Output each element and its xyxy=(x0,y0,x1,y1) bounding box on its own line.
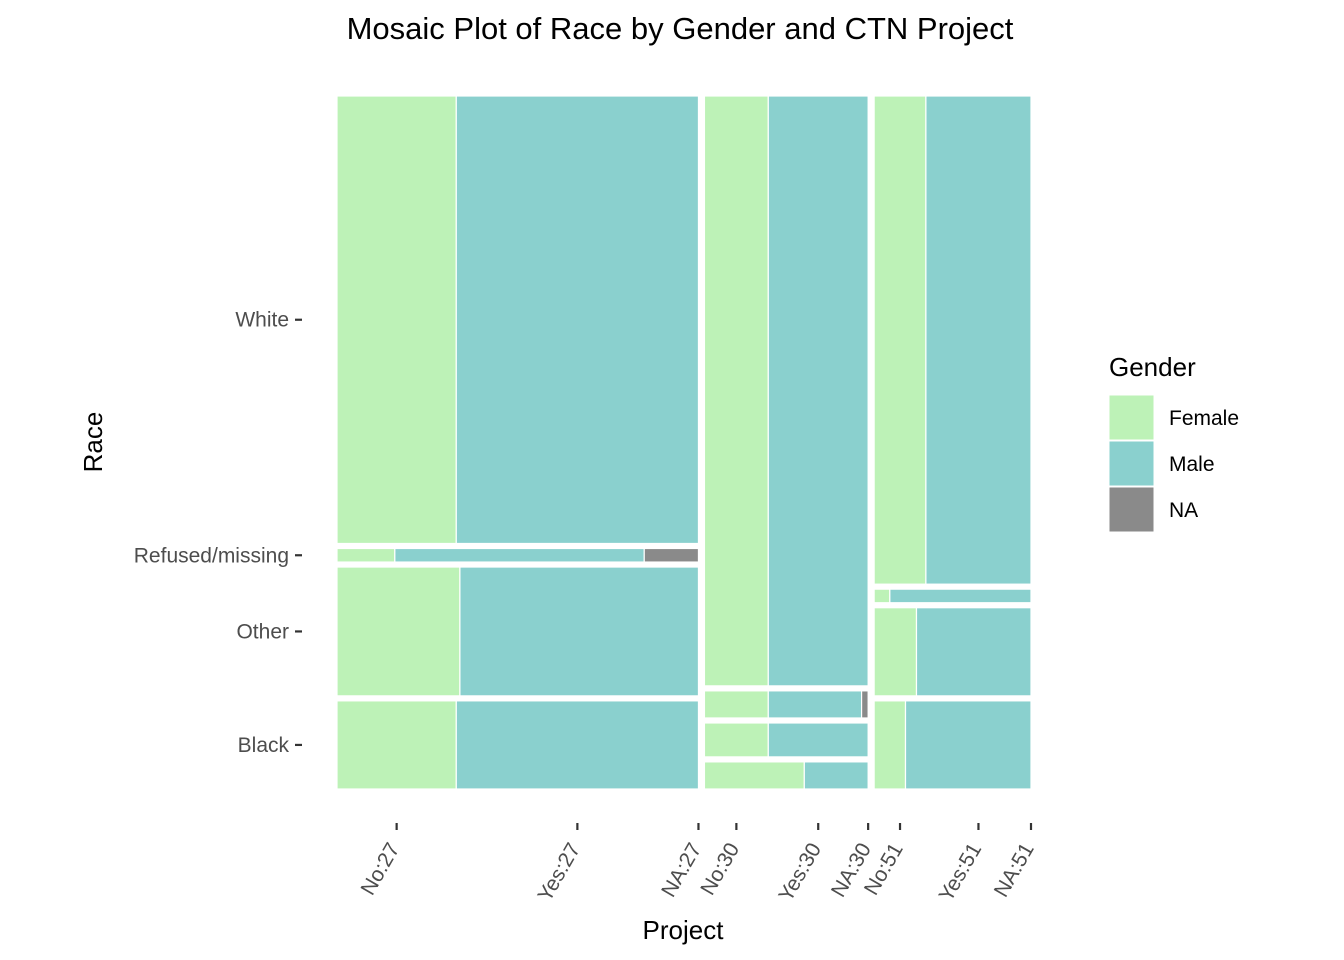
y-axis: White Refused/missing Other Black xyxy=(134,309,302,757)
legend-label-male: Male xyxy=(1169,453,1215,476)
x-tick-label: NA:51 xyxy=(990,839,1039,901)
legend-title: Gender xyxy=(1109,352,1196,382)
x-tick-label: Yes:30 xyxy=(774,839,826,905)
tile-27-other-female xyxy=(336,566,461,697)
tile-27-white-male xyxy=(455,95,700,545)
legend-label-na: NA xyxy=(1169,499,1198,522)
x-tick-label: Yes:27 xyxy=(534,839,586,905)
x-tick-label: No:30 xyxy=(696,839,744,899)
legend-key-na xyxy=(1108,486,1155,533)
tile-27-white-female xyxy=(336,95,457,545)
tile-30-other-female xyxy=(703,722,769,758)
y-tick-label: Black xyxy=(238,734,290,757)
y-axis-title: Race xyxy=(78,412,108,473)
tile-30-black-female xyxy=(703,761,805,790)
tile-27-refused-missing-male xyxy=(394,547,645,563)
tile-30-white-female xyxy=(703,95,769,687)
tile-51-refused-missing-female xyxy=(873,588,891,604)
tile-30-black-male xyxy=(803,761,869,790)
tile-27-refused-missing-na xyxy=(643,547,700,563)
tile-51-black-male xyxy=(904,700,1032,790)
y-tick-label: White xyxy=(235,309,289,332)
tile-27-refused-missing-female xyxy=(336,547,396,563)
plot-area xyxy=(336,95,1032,790)
legend-key-female xyxy=(1108,394,1155,441)
chart-title: Mosaic Plot of Race by Gender and CTN Pr… xyxy=(347,11,1014,46)
legend: Gender Female Male NA xyxy=(1108,352,1239,533)
tile-30-refused-missing-na xyxy=(860,690,869,719)
y-tick-label: Refused/missing xyxy=(134,544,289,567)
tile-51-white-male xyxy=(925,95,1032,585)
tile-30-refused-missing-male xyxy=(767,690,863,719)
tile-27-black-female xyxy=(336,700,457,790)
x-tick-label: NA:27 xyxy=(657,839,706,901)
x-tick-label: No:27 xyxy=(357,839,405,899)
legend-key-male xyxy=(1108,440,1155,487)
x-axis-title: Project xyxy=(643,915,725,945)
tile-51-white-female xyxy=(873,95,927,585)
tile-51-black-female xyxy=(873,700,907,790)
tile-30-other-male xyxy=(767,722,869,758)
y-tick-label: Other xyxy=(236,620,289,643)
tile-51-other-male xyxy=(915,607,1032,697)
tile-27-other-male xyxy=(459,566,700,697)
tile-51-other-female xyxy=(873,607,918,697)
tile-27-black-male xyxy=(455,700,700,790)
x-tick-label: Yes:51 xyxy=(935,839,987,905)
tile-51-refused-missing-male xyxy=(889,588,1032,604)
legend-label-female: Female xyxy=(1169,407,1239,430)
tile-30-white-male xyxy=(767,95,869,687)
tile-30-refused-missing-female xyxy=(703,690,769,719)
